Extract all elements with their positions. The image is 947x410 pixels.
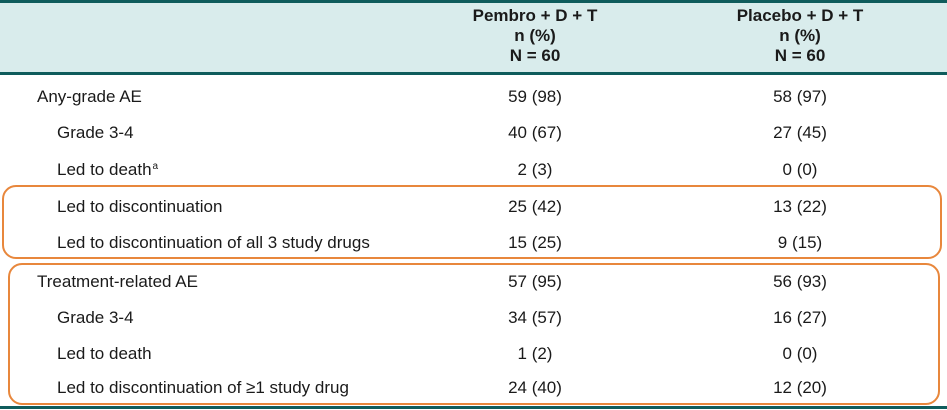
placebo-value: 0 (0) [782, 344, 818, 363]
bottom-rule [0, 406, 947, 409]
placebo-value: 9 (15) [777, 233, 823, 252]
table-row: Grade 3-4 40 (67) 27 (45) [0, 115, 947, 151]
column-header-arm: Pembro + D + T [472, 6, 598, 25]
top-rule [0, 0, 947, 3]
column-header-unit: n (%) [779, 26, 821, 45]
pembro-value: 59 (98) [508, 87, 562, 106]
row-label: Grade 3-4 [57, 123, 134, 142]
pembro-value: 1 (2) [517, 344, 553, 363]
row-label: Led to discontinuation of ≥1 study drug [57, 378, 349, 397]
column-header-unit: n (%) [514, 26, 556, 45]
pembro-value: 57 (95) [508, 272, 562, 291]
discontinuation-highlight-box [2, 185, 942, 259]
table-row: Led to death 1 (2) 0 (0) [0, 336, 947, 372]
row-label: Led to deatha [57, 160, 159, 179]
placebo-value: 13 (22) [773, 197, 827, 216]
row-label: Led to discontinuation of all 3 study dr… [57, 233, 370, 252]
placebo-value: 27 (45) [773, 123, 827, 142]
pembro-value: 15 (25) [508, 233, 562, 252]
table-row: Grade 3-4 34 (57) 16 (27) [0, 300, 947, 336]
table-row: Any-grade AE 59 (98) 58 (97) [0, 79, 947, 115]
table-row: Treatment-related AE 57 (95) 56 (93) [0, 264, 947, 300]
pembro-value: 34 (57) [508, 308, 562, 327]
row-label: Treatment-related AE [37, 272, 198, 291]
row-label: Led to death [57, 344, 152, 363]
header-rule [0, 72, 947, 75]
pembro-value: 40 (67) [508, 123, 562, 142]
placebo-value: 0 (0) [782, 160, 818, 179]
column-header-n: N = 60 [774, 46, 826, 65]
column-header-placebo: Placebo + D + T n (%) N = 60 [690, 6, 910, 66]
pembro-value: 2 (3) [517, 160, 553, 179]
column-header-pembro: Pembro + D + T n (%) N = 60 [425, 6, 645, 66]
placebo-value: 16 (27) [773, 308, 827, 327]
table-row: Led to discontinuation of all 3 study dr… [0, 225, 947, 261]
treatment-related-highlight-box [8, 263, 940, 405]
column-header-arm: Placebo + D + T [736, 6, 864, 25]
placebo-value: 12 (20) [773, 378, 827, 397]
pembro-value: 25 (42) [508, 197, 562, 216]
table-header-band [0, 3, 947, 72]
footnote-marker: a [152, 161, 159, 172]
placebo-value: 56 (93) [773, 272, 827, 291]
column-header-n: N = 60 [509, 46, 561, 65]
table-row: Led to discontinuation 25 (42) 13 (22) [0, 189, 947, 225]
table-row: Led to deatha 2 (3) 0 (0) [0, 152, 947, 188]
row-label: Led to discontinuation [57, 197, 223, 216]
row-label: Any-grade AE [37, 87, 142, 106]
pembro-value: 24 (40) [508, 378, 562, 397]
table-row: Led to discontinuation of ≥1 study drug … [0, 370, 947, 406]
row-label: Grade 3-4 [57, 308, 134, 327]
placebo-value: 58 (97) [773, 87, 827, 106]
